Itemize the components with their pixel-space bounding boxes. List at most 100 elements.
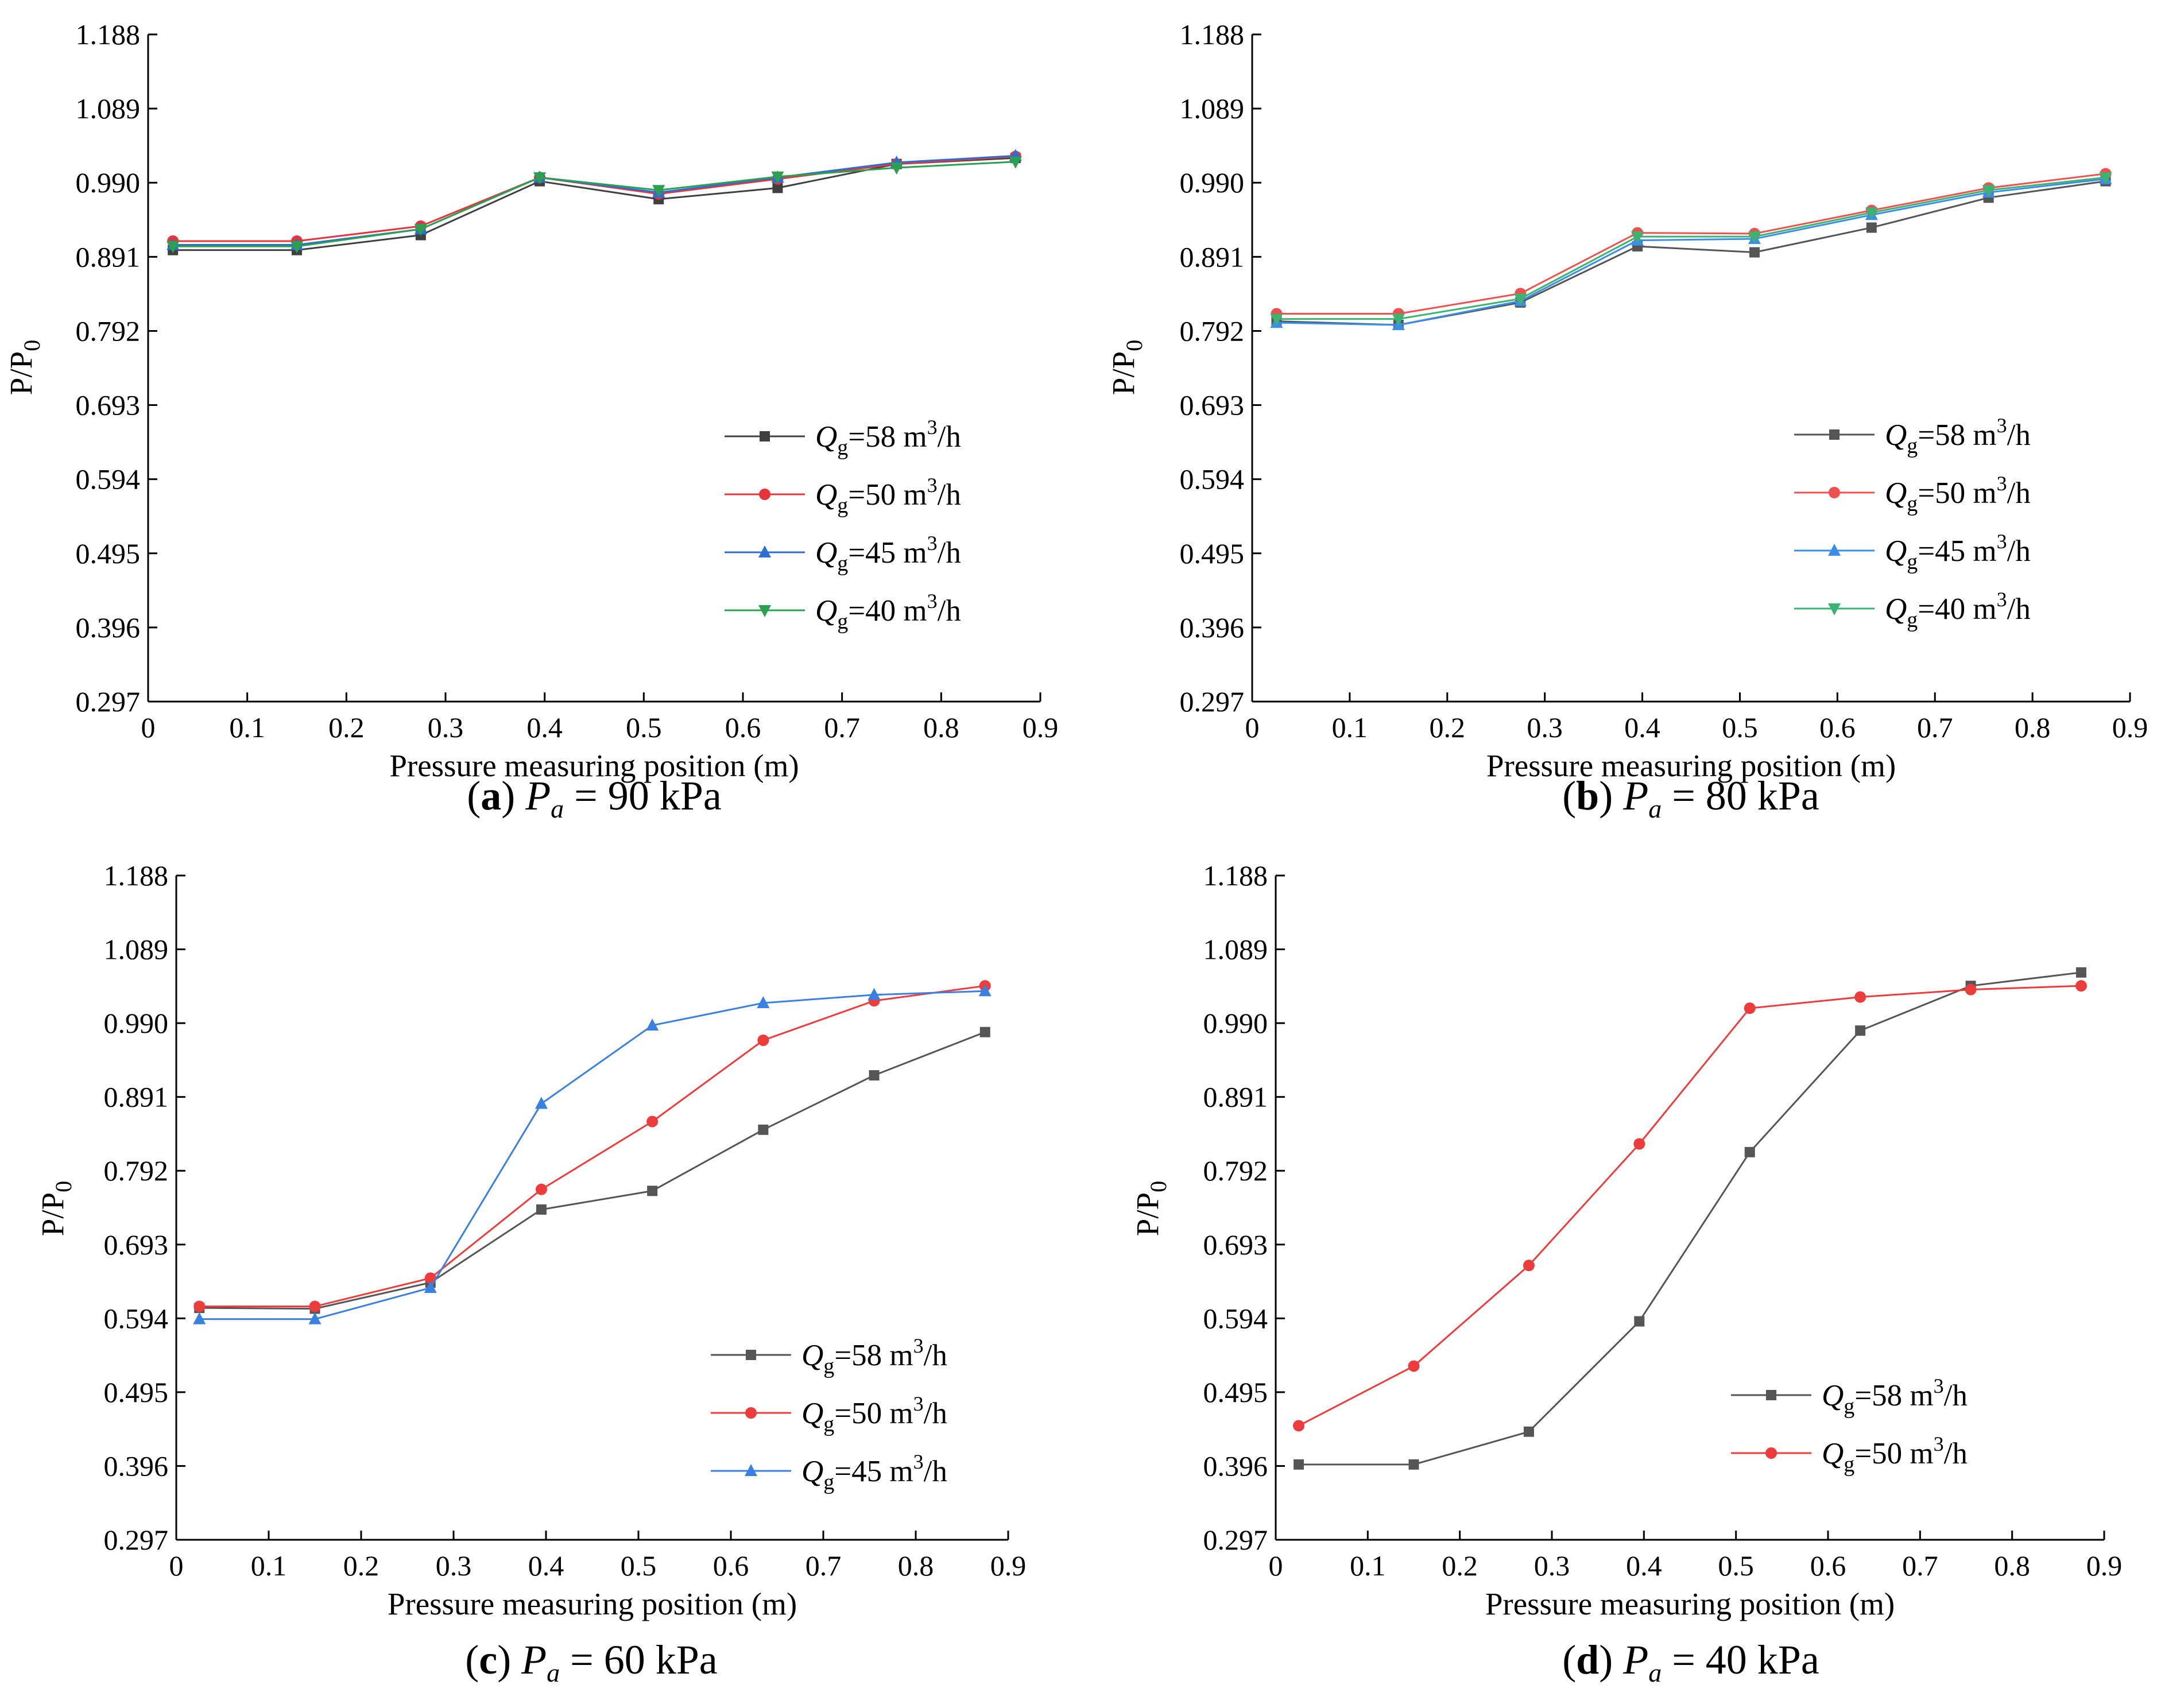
chart-b-panel: 0 0.1 0.2 0.3 0.4 0.5 0.6 0.7 0.8 0.9 0.297 0.396 0.… (1106, 18, 2148, 823)
chart-c-y-tick-label: 1.188 (104, 859, 169, 892)
chart-c-data-point (979, 1027, 990, 1037)
chart-d-data-point (2075, 967, 2086, 978)
chart-a-y-tick-label: 0.495 (76, 537, 141, 570)
chart-a-y-tick-label: 0.891 (76, 241, 141, 273)
chart-a-data-point (771, 171, 784, 184)
chart-a-panel: 0 0.1 0.2 0.3 0.4 0.5 0.6 0.7 0.8 0.9 0.297 0.396 0.… (3, 18, 1058, 823)
chart-d-data-point (2075, 980, 2087, 992)
chart-d-y-tick-label: 0.495 (1203, 1376, 1268, 1408)
chart-a-legend-label: Qg=40 m3/h (815, 590, 961, 634)
chart-c-series-line (199, 1031, 986, 1310)
chart-a-data-point (533, 172, 547, 185)
chart-b-legend-entry: Qg=40 m3/h (1794, 588, 2031, 632)
chart-b-x-tick-label: 0.5 (1722, 711, 1758, 743)
chart-c-legend-entry: Qg=58 m3/h (711, 1334, 947, 1378)
chart-d-series-line (1298, 985, 2081, 1427)
chart-c-x-tick-label: 0.9 (990, 1550, 1027, 1582)
chart-a-y-tick-label: 0.396 (76, 611, 141, 644)
chart-c-legend-marker (745, 1407, 757, 1419)
chart-b-y-tick-label: 0.495 (1180, 537, 1245, 570)
chart-c-series-2 (193, 984, 992, 1324)
chart-b-series-line (1276, 173, 2106, 315)
chart-c-data-point (978, 984, 992, 997)
chart-b-y-tick-label: 0.594 (1180, 463, 1245, 495)
chart-b-x-tick-label: 0.1 (1332, 711, 1368, 743)
chart-a-data-point (291, 241, 303, 254)
chart-d-y-tick-label: 0.594 (1203, 1302, 1268, 1334)
chart-a-x-tick-label: 0.6 (725, 711, 761, 743)
chart-a-data-point (1009, 156, 1022, 169)
chart-a-x-tick-label: 0.9 (1023, 711, 1059, 743)
chart-b-x-tick-label: 0.8 (2015, 711, 2051, 743)
chart-b-x-tick-label: 0 (1245, 711, 1260, 743)
chart-a-legend-label: Qg=50 m3/h (815, 474, 961, 518)
chart-d-data-point (1294, 1459, 1304, 1470)
chart-c-series-0 (194, 1027, 990, 1314)
chart-d-y-tick-label: 0.792 (1203, 1155, 1268, 1187)
chart-c-data-point (646, 1116, 659, 1128)
chart-d-x-tick-label: 0.5 (1718, 1550, 1754, 1582)
chart-a-caption: (a) Pa = 90 kPa (467, 773, 722, 823)
chart-d-panel: 0 0.1 0.2 0.3 0.4 0.5 0.6 0.7 0.8 0.9 0.297 0.396 0.… (1130, 859, 2122, 1687)
chart-c-data-point (424, 1281, 437, 1293)
chart-b-y-axis-label: P/P0 (1106, 340, 1147, 395)
chart-d-y-tick-label: 0.891 (1203, 1081, 1268, 1113)
chart-c-data-point (869, 1070, 880, 1081)
chart-c-y-tick-label: 0.990 (104, 1007, 169, 1039)
chart-c-legend-marker (745, 1464, 757, 1476)
chart-d-y-axis-label: P/P0 (1130, 1181, 1171, 1236)
chart-d-y-tick-label: 1.089 (1203, 934, 1268, 966)
chart-b-legend-marker (1829, 487, 1840, 498)
chart-b-legend-marker (1828, 544, 1841, 556)
chart-c-series-line (199, 985, 985, 1308)
chart-c-legend-label: Qg=45 m3/h (801, 1450, 947, 1494)
chart-c-x-axis-label: Pressure measuring position (m) (388, 1586, 797, 1621)
chart-a-y-tick-label: 1.188 (76, 18, 141, 51)
chart-c-legend-label: Qg=58 m3/h (801, 1334, 947, 1378)
chart-c-x-tick-label: 0.8 (898, 1550, 934, 1582)
chart-a-legend-entry: Qg=40 m3/h (725, 590, 961, 634)
chart-a-y-tick-label: 1.089 (76, 92, 141, 125)
chart-d-legend-label: Qg=50 m3/h (1822, 1432, 1968, 1477)
chart-c-legend-entry: Qg=50 m3/h (711, 1392, 947, 1436)
chart-a-legend-entry: Qg=45 m3/h (725, 532, 961, 576)
chart-d-y-tick-label: 0.693 (1203, 1229, 1268, 1261)
chart-c-data-point (193, 1312, 206, 1324)
chart-d-legend-marker (1766, 1390, 1776, 1400)
chart-d-legend-entry: Qg=50 m3/h (1731, 1432, 1968, 1477)
chart-a-legend-entry: Qg=58 m3/h (725, 416, 961, 460)
chart-b-data-point (2099, 172, 2112, 185)
chart-d-x-tick-label: 0.1 (1350, 1550, 1386, 1582)
chart-d-data-point (1408, 1360, 1420, 1372)
chart-b-data-point (1514, 293, 1527, 306)
chart-c-data-point (535, 1097, 548, 1109)
chart-d-series-line (1299, 971, 2082, 1466)
chart-b-x-tick-label: 0.3 (1527, 711, 1563, 743)
chart-b-y-tick-label: 0.792 (1180, 315, 1245, 347)
chart-b-data-point (1865, 207, 1878, 220)
chart-c-data-point (868, 987, 881, 1000)
chart-c-y-axis-label: P/P0 (35, 1181, 76, 1236)
chart-c-y-tick-label: 0.693 (104, 1229, 169, 1261)
chart-b-data-point (1748, 231, 1761, 244)
chart-d-x-tick-label: 0.6 (1810, 1550, 1846, 1582)
chart-b-legend-label: Qg=45 m3/h (1885, 530, 2031, 574)
chart-c-y-tick-label: 0.792 (104, 1155, 169, 1187)
chart-a-series-line (173, 156, 1016, 242)
chart-d-data-point (1523, 1426, 1534, 1437)
chart-d-data-point (1744, 1147, 1755, 1157)
chart-a-y-tick-label: 0.990 (76, 166, 141, 199)
chart-b-legend-label: Qg=58 m3/h (1885, 414, 2031, 458)
chart-b-y-tick-label: 0.693 (1180, 389, 1245, 421)
chart-b-data-point (1982, 185, 1995, 197)
chart-b-data-point (1749, 247, 1760, 258)
chart-d-data-point (1408, 1459, 1419, 1470)
chart-c-y-tick-label: 0.594 (104, 1302, 169, 1334)
chart-b-series-2 (1270, 172, 2112, 331)
chart-d-x-tick-label: 0.3 (1534, 1550, 1570, 1582)
chart-b-legend-marker (1828, 603, 1841, 615)
chart-b-x-tick-label: 0.4 (1624, 711, 1660, 743)
chart-b-x-tick-label: 0.6 (1819, 711, 1856, 743)
chart-a-y-tick-label: 0.297 (76, 685, 141, 718)
chart-a-legend-label: Qg=58 m3/h (815, 416, 961, 460)
